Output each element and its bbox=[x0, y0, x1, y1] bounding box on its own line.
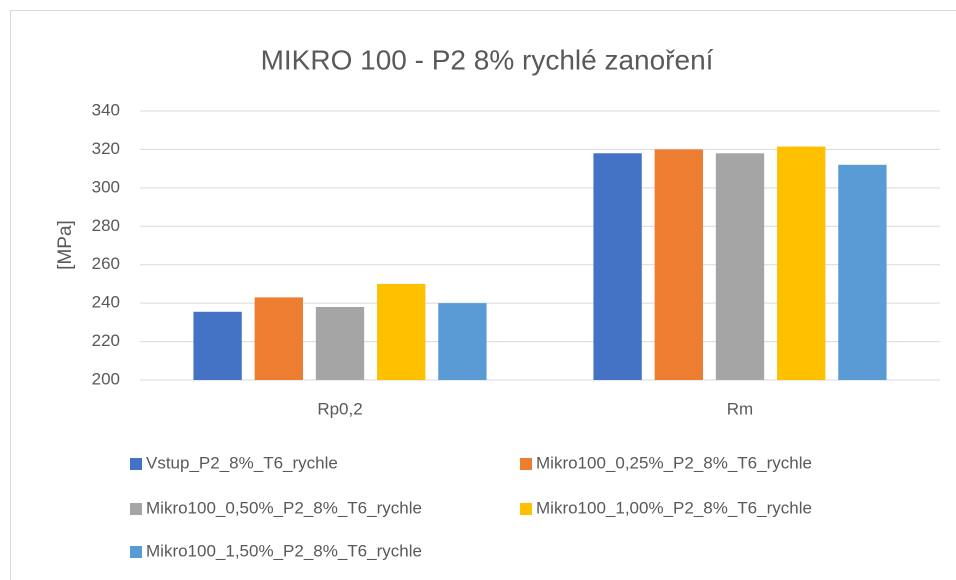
bar bbox=[377, 283, 426, 380]
y-tick-label: 340 bbox=[92, 100, 120, 119]
legend-swatch bbox=[520, 458, 532, 470]
y-axis-label: [MPa] bbox=[55, 220, 76, 270]
legend-label: Mikro100_0,50%_P2_8%_T6_rychle bbox=[146, 498, 422, 517]
x-tick-label: Rm bbox=[727, 399, 753, 418]
y-tick-label: 280 bbox=[92, 216, 120, 235]
legend-swatch bbox=[130, 458, 142, 470]
x-tick-label: Rp0,2 bbox=[317, 399, 362, 418]
bar bbox=[193, 311, 242, 380]
legend-swatch bbox=[130, 546, 142, 558]
bar bbox=[777, 146, 826, 380]
bar bbox=[315, 306, 365, 380]
y-tick-label: 320 bbox=[92, 139, 120, 158]
chart-title: MIKRO 100 - P2 8% rychlé zanoření bbox=[261, 44, 714, 75]
legend-label: Mikro100_1,50%_P2_8%_T6_rychle bbox=[146, 541, 422, 560]
bar bbox=[438, 303, 487, 380]
y-tick-label: 260 bbox=[92, 254, 120, 273]
y-tick-label: 200 bbox=[92, 369, 120, 388]
legend-swatch bbox=[520, 503, 532, 515]
legend-label: Mikro100_0,25%_P2_8%_T6_rychle bbox=[536, 453, 812, 472]
bar bbox=[654, 149, 703, 380]
y-tick-label: 300 bbox=[92, 177, 120, 196]
legend-label: Vstup_P2_8%_T6_rychle bbox=[146, 453, 338, 472]
y-tick-label: 220 bbox=[92, 331, 120, 350]
y-tick-label: 240 bbox=[92, 293, 120, 312]
bar bbox=[715, 153, 765, 380]
legend-label: Mikro100_1,00%_P2_8%_T6_rychle bbox=[536, 498, 812, 517]
bar bbox=[254, 297, 303, 380]
legend-swatch bbox=[130, 503, 142, 515]
bar bbox=[593, 153, 642, 380]
bar bbox=[838, 164, 887, 380]
